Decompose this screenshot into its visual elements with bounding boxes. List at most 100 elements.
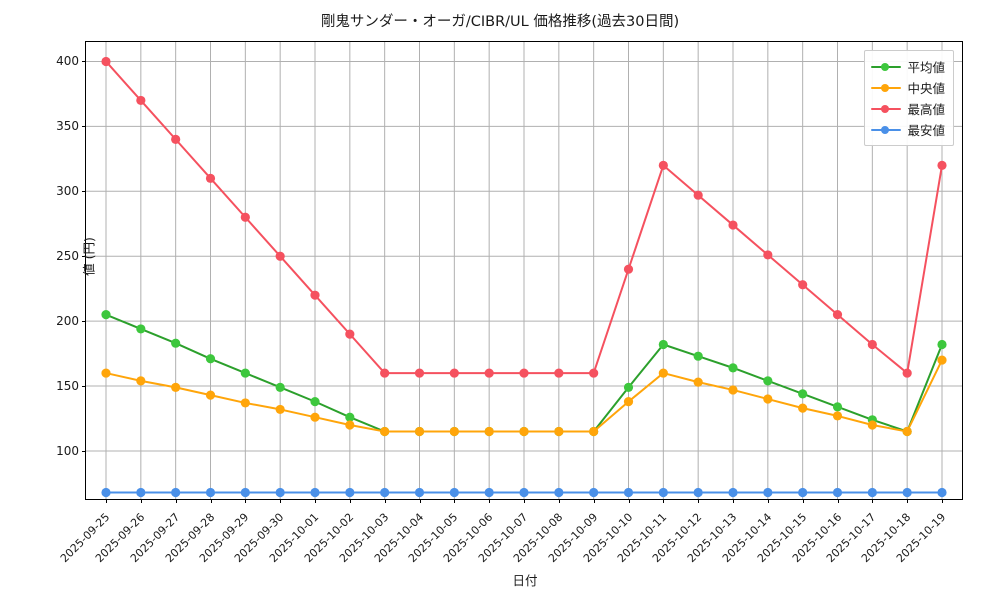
data-point <box>205 173 216 183</box>
series-4 <box>101 487 947 498</box>
x-tick-mark <box>942 499 943 503</box>
series-2 <box>101 355 947 437</box>
data-point <box>623 264 634 274</box>
y-tick-mark <box>82 126 86 128</box>
plot-area: 100 150 200 250 300 350 400 2025-09-25 2025-09-… <box>56 41 963 588</box>
data-point <box>205 390 216 400</box>
data-point <box>658 339 668 350</box>
data-point <box>414 426 425 437</box>
data-point <box>658 487 668 498</box>
series-layer <box>101 56 947 498</box>
data-point <box>589 426 599 437</box>
data-point <box>449 487 459 498</box>
x-tick-mark <box>733 499 734 503</box>
data-point <box>623 397 634 407</box>
legend-label: 最安値 <box>907 123 945 138</box>
grid-lines <box>86 42 962 499</box>
x-tick-mark <box>802 499 804 503</box>
data-point <box>275 251 285 261</box>
data-point <box>101 487 111 498</box>
data-point <box>623 487 634 498</box>
data-point <box>867 487 877 498</box>
x-tick-mark <box>663 499 665 503</box>
legend-item-2[interactable]: 中央値 <box>871 77 945 98</box>
x-tick-mark <box>907 499 909 503</box>
data-point <box>345 487 355 498</box>
data-point <box>832 411 843 421</box>
data-point <box>345 329 355 339</box>
legend-item-3[interactable]: 最高値 <box>871 98 945 119</box>
y-tick-label: 100 <box>56 443 79 458</box>
x-tick-mark <box>698 499 700 503</box>
data-point <box>867 339 877 350</box>
data-point <box>763 250 773 260</box>
data-point <box>554 426 564 437</box>
data-point <box>693 351 703 361</box>
data-point <box>101 310 111 320</box>
y-tick-mark <box>82 386 86 388</box>
data-point <box>136 324 146 334</box>
data-point <box>658 160 668 170</box>
data-point <box>798 389 808 399</box>
data-point <box>658 368 668 378</box>
legend-label: 最高値 <box>907 102 945 117</box>
legend-swatch <box>871 124 902 136</box>
data-point <box>449 426 459 437</box>
data-point <box>798 403 808 413</box>
x-tick-mark <box>872 499 874 503</box>
data-point <box>171 134 181 144</box>
y-tick-label: 400 <box>56 54 79 69</box>
data-point <box>205 487 216 498</box>
data-point <box>205 354 216 364</box>
data-point <box>623 382 634 392</box>
data-point <box>310 290 320 300</box>
data-point <box>310 487 320 498</box>
series-3 <box>101 56 947 378</box>
x-tick-mark <box>140 499 142 503</box>
data-point <box>414 487 425 498</box>
data-point <box>519 426 529 437</box>
data-point <box>763 376 773 386</box>
data-point <box>832 487 843 498</box>
x-tick-mark <box>489 499 491 503</box>
y-tick-mark <box>82 450 86 452</box>
data-point <box>136 376 146 386</box>
data-point <box>693 190 703 200</box>
data-point <box>728 487 738 498</box>
data-point <box>345 420 355 430</box>
data-point <box>240 212 250 222</box>
data-point <box>693 377 703 387</box>
legend-label: 中央値 <box>907 81 945 96</box>
x-tick-mark <box>349 499 351 503</box>
data-point <box>589 368 599 378</box>
data-point <box>937 487 947 498</box>
data-point <box>484 426 494 437</box>
data-point <box>902 487 912 498</box>
data-point <box>136 487 146 498</box>
data-point <box>937 160 947 170</box>
legend-item-4[interactable]: 最安値 <box>871 119 945 140</box>
x-tick-mark <box>175 499 177 503</box>
data-point <box>240 368 250 378</box>
data-point <box>310 397 320 407</box>
data-point <box>345 412 355 422</box>
x-axis-label: 日付 <box>512 573 538 588</box>
y-tick-label: 200 <box>56 314 79 329</box>
y-tick-label: 300 <box>56 184 79 199</box>
y-tick-label: 250 <box>56 249 79 264</box>
x-tick-mark <box>628 499 630 503</box>
data-point <box>832 402 843 412</box>
data-point <box>380 487 390 498</box>
data-point <box>937 355 947 365</box>
x-tick-mark <box>454 499 456 503</box>
x-tick-mark <box>280 499 282 503</box>
y-tick-mark <box>82 321 86 323</box>
data-point <box>728 385 738 395</box>
x-tick-mark <box>384 499 386 503</box>
data-point <box>136 95 146 106</box>
data-point <box>101 56 111 67</box>
legend-item-1[interactable]: 平均値 <box>871 56 945 77</box>
legend-swatch <box>871 61 902 73</box>
legend-swatch <box>871 82 902 94</box>
x-tick-mark <box>837 499 839 503</box>
